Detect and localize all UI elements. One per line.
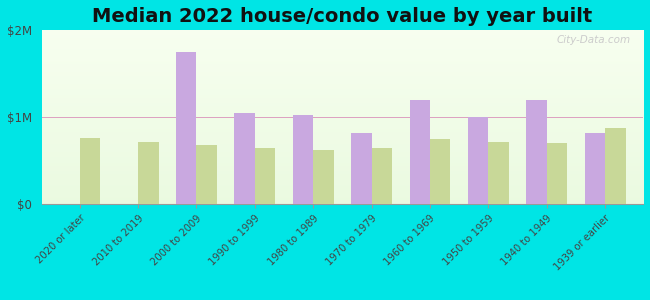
Bar	[292, 116, 313, 204]
Bar	[80, 138, 100, 204]
Bar	[372, 148, 392, 204]
Bar	[351, 133, 372, 204]
Bar	[488, 142, 509, 204]
Bar	[526, 100, 547, 204]
Bar	[410, 100, 430, 204]
Bar	[468, 117, 488, 204]
Bar	[255, 148, 276, 204]
Bar	[235, 113, 255, 204]
Bar	[138, 142, 159, 204]
Title: Median 2022 house/condo value by year built: Median 2022 house/condo value by year bu…	[92, 7, 593, 26]
Bar	[176, 52, 196, 204]
Bar	[430, 139, 450, 204]
Bar	[196, 145, 217, 204]
Bar	[605, 128, 625, 204]
Bar	[313, 150, 333, 204]
Bar	[547, 143, 567, 204]
Bar	[585, 133, 605, 204]
Text: City-Data.com: City-Data.com	[557, 35, 631, 46]
